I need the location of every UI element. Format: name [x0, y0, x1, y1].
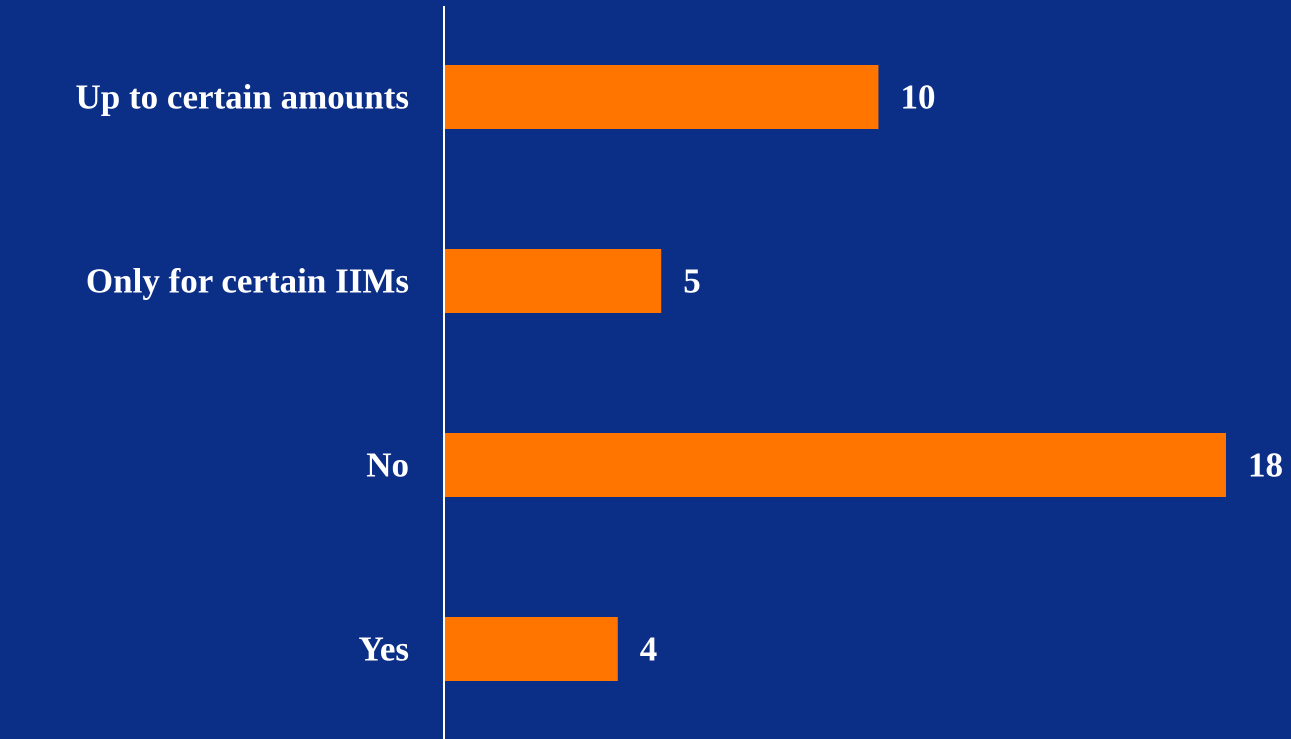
bar-3 — [444, 617, 618, 681]
value-label-0: 10 — [900, 78, 935, 117]
value-labels-group: 10 5 18 4 — [640, 78, 1283, 669]
value-label-2: 18 — [1248, 446, 1283, 485]
category-labels-group: Up to certain amounts Only for certain II… — [76, 78, 409, 669]
category-label-1: Only for certain IIMs — [86, 262, 409, 301]
value-label-1: 5 — [683, 262, 701, 301]
category-label-0: Up to certain amounts — [76, 78, 409, 117]
bar-1 — [444, 249, 662, 313]
bars-group — [444, 65, 1226, 681]
category-label-3: Yes — [358, 630, 409, 669]
bar-2 — [444, 433, 1226, 497]
value-label-3: 4 — [640, 630, 658, 669]
bar-0 — [444, 65, 879, 129]
category-label-2: No — [366, 446, 409, 485]
